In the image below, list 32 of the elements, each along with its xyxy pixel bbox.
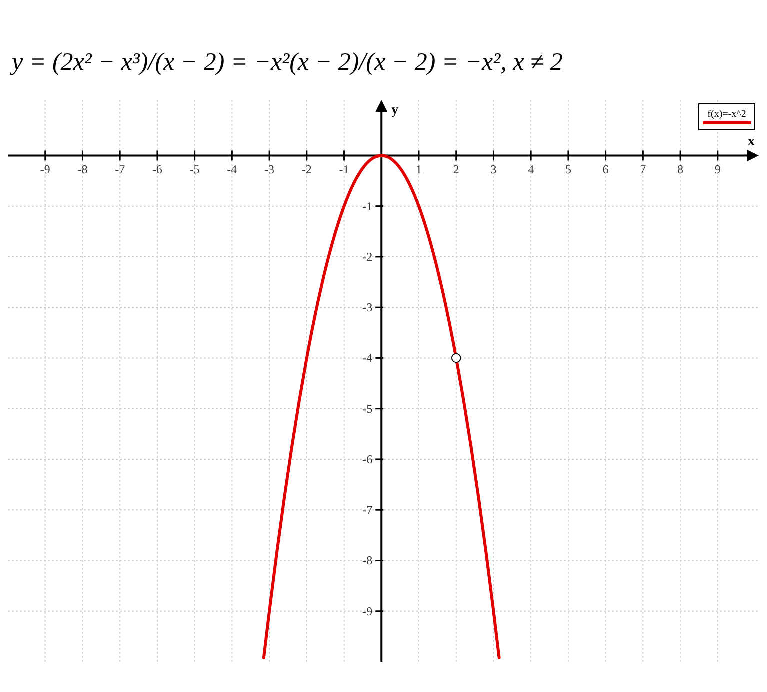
x-tick-label: -8	[78, 162, 88, 177]
y-tick-label: -5	[362, 402, 373, 416]
x-tick-label: 2	[453, 162, 460, 177]
x-tick-label: 8	[678, 162, 684, 177]
x-tick-label: -9	[40, 162, 50, 177]
x-tick-label: 4	[528, 162, 534, 177]
y-tick-label: -7	[362, 503, 373, 518]
y-tick-label: -9	[362, 604, 373, 618]
y-tick-label: -4	[362, 351, 373, 366]
text: f(x)=-x^2	[708, 109, 746, 120]
x-tick-label: -5	[190, 162, 200, 177]
x-tick-label: -7	[115, 162, 126, 177]
x-tick-label: -1	[339, 162, 350, 177]
x-tick-label: 9	[714, 162, 721, 177]
chart-title: y = (2x² − x³)/(x − 2) = −x²(x − 2)/(x − 2) = −x², x ≠ 2	[9, 49, 563, 76]
x-tick-label: 5	[565, 162, 572, 177]
y-tick-label: -6	[362, 452, 373, 466]
y-tick-label: -2	[362, 250, 373, 264]
y-tick-label: -3	[362, 300, 373, 315]
x-tick-label: -2	[302, 162, 312, 177]
x-tick-label: 7	[640, 162, 646, 177]
y-tick-label: -1	[362, 199, 373, 214]
line-series	[262, 154, 501, 660]
x-tick-label: -6	[152, 162, 162, 177]
x-tick-label: -3	[264, 162, 275, 177]
y-axis-title: y	[392, 103, 399, 118]
x-tick-label: 1	[416, 162, 422, 177]
x-axis-title: x	[748, 134, 755, 150]
x-tick-label: 3	[490, 162, 497, 177]
x-tick-label: -4	[227, 162, 238, 177]
x-tick-label: 6	[602, 162, 609, 177]
y-tick-label: -8	[362, 554, 373, 568]
